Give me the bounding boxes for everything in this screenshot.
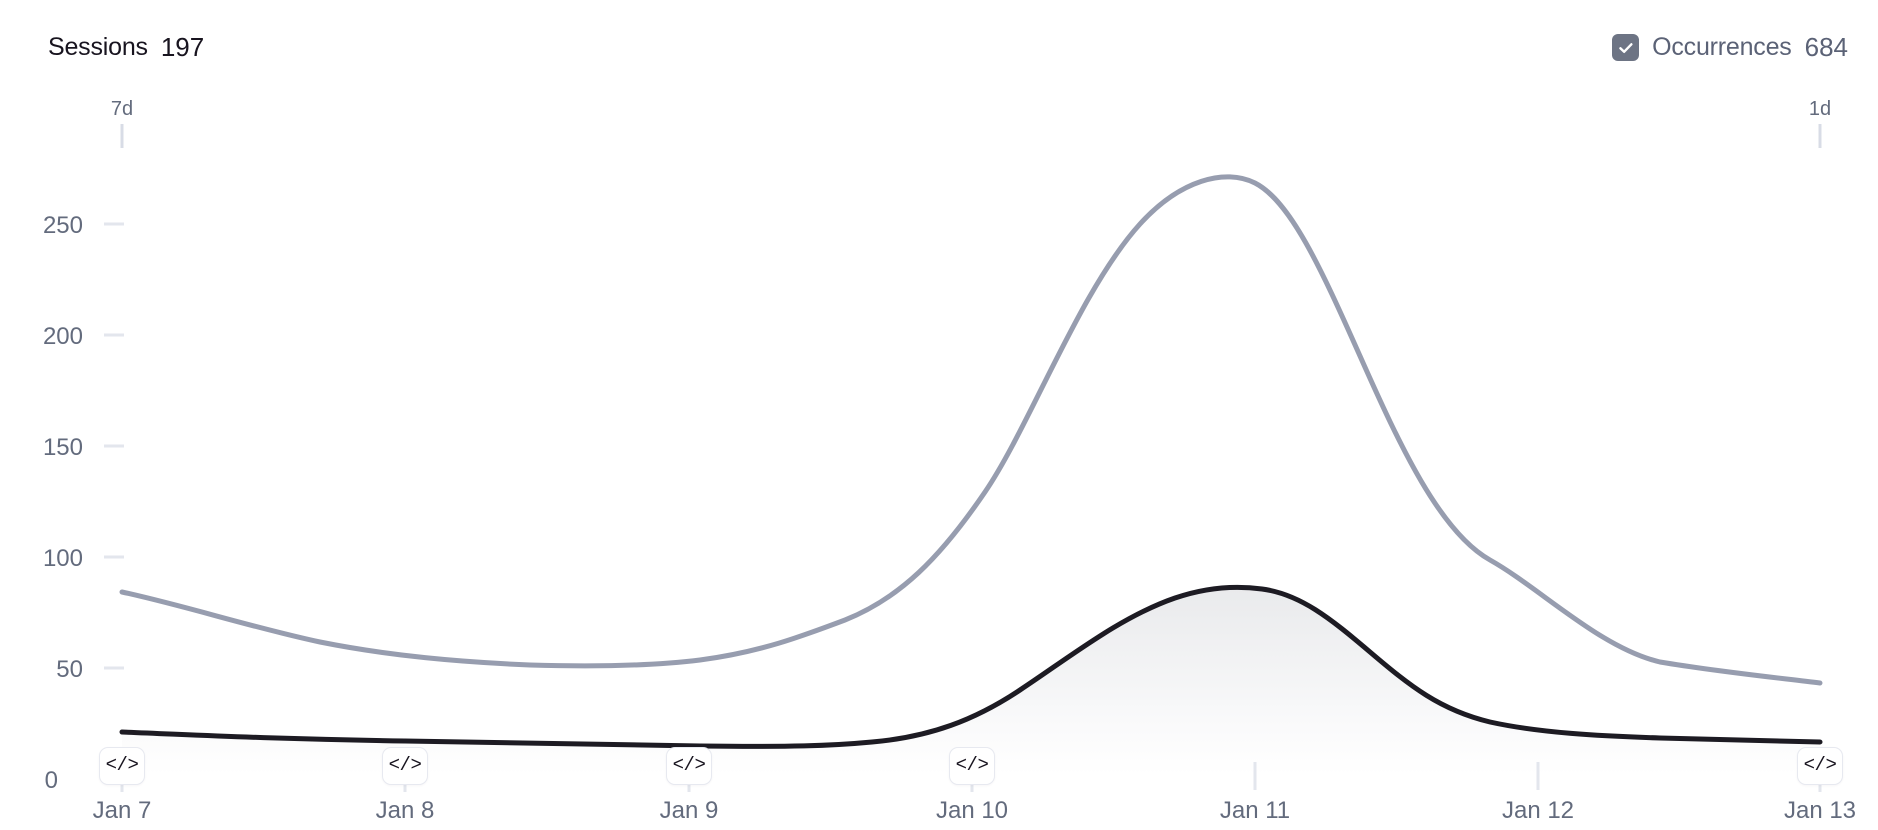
code-icon: </>: [955, 753, 989, 776]
check-icon: [1618, 42, 1633, 53]
code-marker-jan-9[interactable]: </>: [666, 747, 712, 785]
range-label-end: 1d: [1809, 98, 1831, 120]
occurrences-checkbox[interactable]: [1612, 34, 1640, 61]
x-axis-label-2: Jan 9: [660, 797, 719, 824]
x-axis-label-5: Jan 12: [1502, 797, 1574, 824]
series-line-occurrences: [119, 174, 1823, 686]
legend-value-occurrences: 684: [1804, 32, 1848, 62]
x-axis-label-1: Jan 8: [376, 797, 435, 824]
x-axis-label-6: Jan 13: [1784, 797, 1856, 824]
series-fill-sessions: [122, 587, 1820, 775]
legend-item-occurrences[interactable]: Occurrences 684: [1612, 32, 1848, 63]
code-icon: </>: [105, 753, 139, 776]
code-icon: </>: [1803, 753, 1837, 776]
y-axis-label-3: 100: [43, 545, 83, 572]
x-axis-label-4: Jan 11: [1220, 797, 1290, 824]
x-axis-label-3: Jan 10: [936, 797, 1008, 824]
code-marker-jan-13[interactable]: </>: [1797, 747, 1843, 785]
chart-header: Sessions 197 Occurrences 684: [0, 0, 1878, 95]
x-axis-label-0: Jan 7: [93, 797, 152, 824]
legend-value-sessions: 197: [160, 32, 205, 62]
y-axis-label-1: 200: [43, 323, 83, 350]
y-axis-label-0: 250: [43, 212, 83, 239]
code-marker-jan-7[interactable]: </>: [99, 747, 145, 785]
y-axis-label-4: 50: [56, 656, 83, 683]
y-axis-label-2: 150: [43, 434, 83, 461]
legend-label-sessions: Sessions: [48, 33, 148, 61]
y-axis-label-5: 0: [45, 767, 58, 794]
legend-label-occurrences: Occurrences: [1652, 33, 1792, 61]
code-marker-jan-8[interactable]: </>: [382, 747, 428, 785]
code-marker-jan-10[interactable]: </>: [949, 747, 995, 785]
legend-item-sessions[interactable]: Sessions 197: [48, 32, 204, 63]
code-icon: </>: [672, 753, 706, 776]
code-icon: </>: [388, 753, 422, 776]
range-label-start: 7d: [111, 98, 133, 120]
series-line-sessions: [119, 584, 1823, 749]
